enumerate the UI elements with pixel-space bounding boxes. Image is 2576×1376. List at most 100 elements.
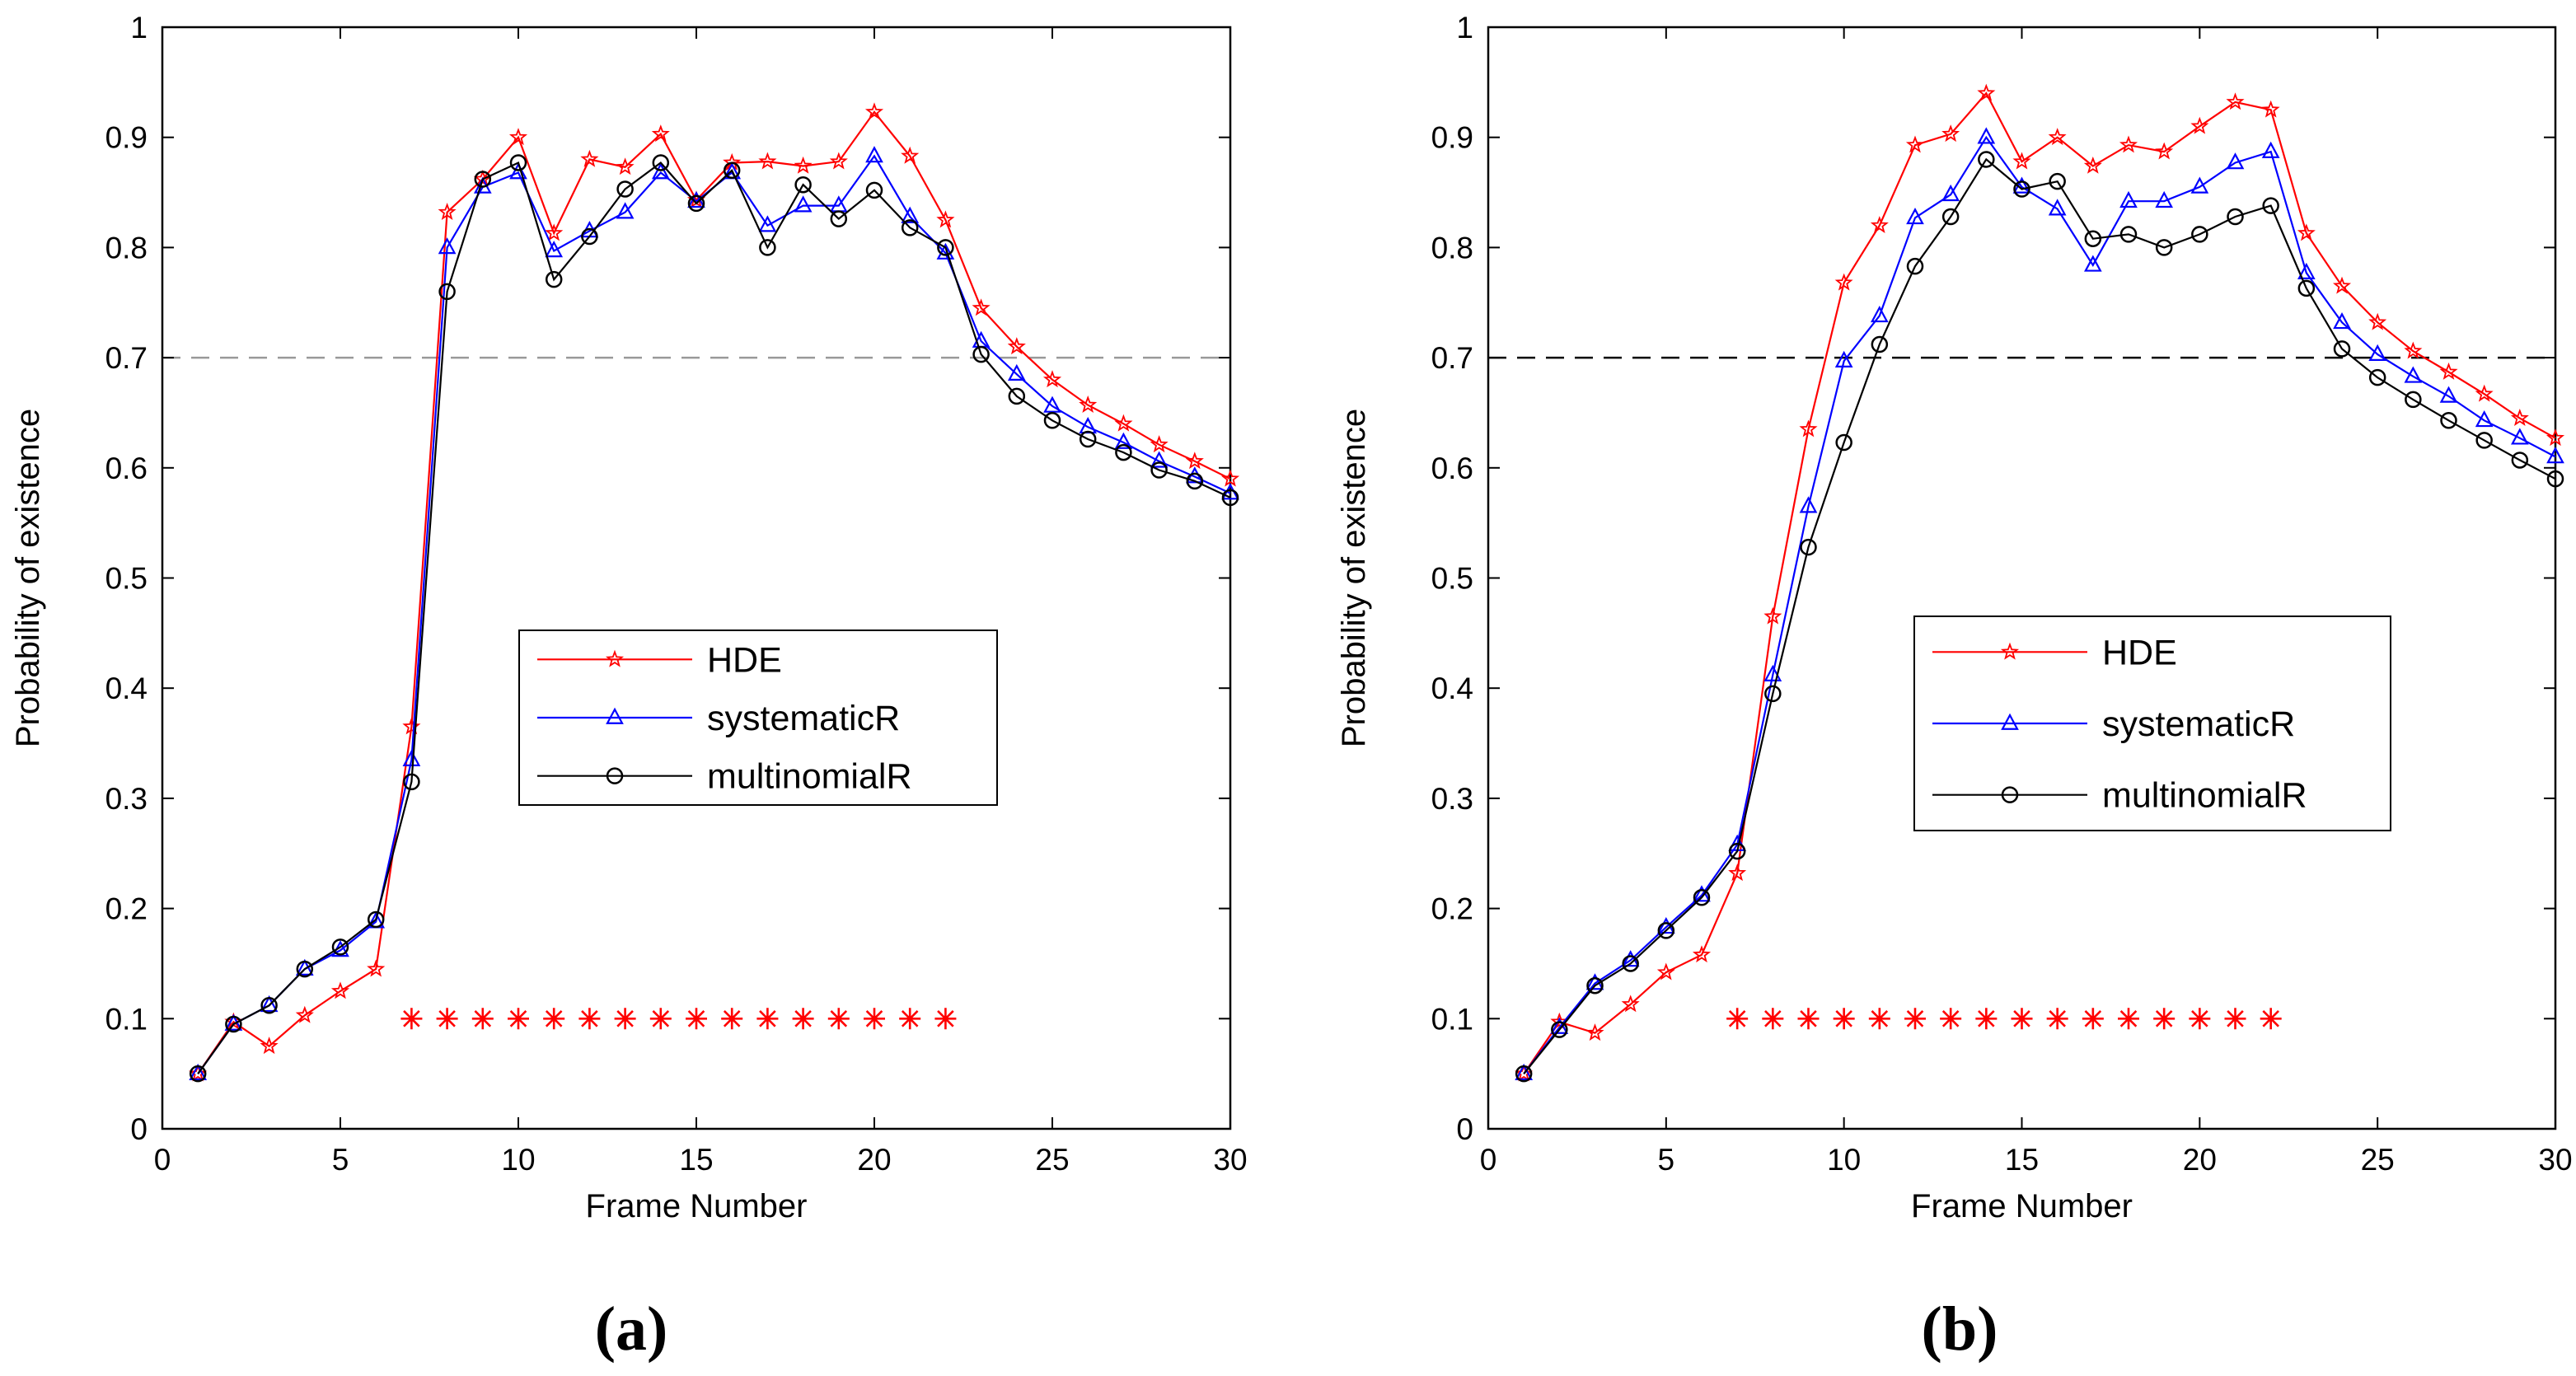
legend-marker-HDE: [2000, 642, 2020, 660]
data-point-systematicR: [865, 146, 883, 163]
detection-marker: [1726, 1008, 1749, 1030]
detection-marker: [827, 1008, 850, 1030]
detection-marker: [1833, 1008, 1855, 1030]
data-point-HDE: [758, 152, 777, 170]
data-point-systematicR: [1763, 664, 1782, 682]
detection-markers: [1726, 1008, 2282, 1030]
data-point-systematicR: [2119, 190, 2138, 208]
data-point-HDE: [1185, 452, 1204, 470]
data-point-HDE: [1656, 962, 1675, 981]
detection-marker: [686, 1008, 707, 1030]
data-point-systematicR: [758, 215, 777, 232]
legend: HDE systematicR multinomialR: [1913, 615, 2391, 831]
legend-label-multinomialR: multinomialR: [707, 757, 912, 797]
data-point-HDE: [2261, 100, 2280, 118]
series-line-HDE: [1523, 91, 2556, 1074]
data-point-systematicR: [2226, 152, 2245, 170]
data-point-systematicR: [1150, 451, 1169, 468]
data-point-HDE: [2155, 142, 2174, 160]
detection-markers: [400, 1008, 957, 1030]
detection-marker: [721, 1008, 743, 1030]
data-point-multinomialR: [2511, 452, 2529, 469]
data-point-systematicR: [1834, 350, 1853, 367]
legend-label-systematicR: systematicR: [707, 699, 900, 738]
data-point-multinomialR: [1008, 387, 1026, 405]
detection-marker: [1904, 1008, 1926, 1030]
y-tick-label: 0.5: [105, 562, 148, 596]
detection-marker: [864, 1008, 885, 1030]
data-point-HDE: [1220, 469, 1240, 487]
data-point-multinomialR: [474, 171, 492, 188]
data-point-multinomialR: [687, 194, 705, 213]
data-point-multinomialR: [1186, 472, 1204, 490]
detection-marker: [1975, 1008, 1998, 1030]
data-point-HDE: [189, 1064, 208, 1082]
y-tick-label: 0.6: [105, 452, 148, 485]
data-point-HDE: [1834, 273, 1853, 291]
data-point-multinomialR: [2405, 391, 2422, 409]
data-point-HDE: [1763, 606, 1782, 625]
data-point-systematicR: [1585, 973, 1604, 990]
detection-marker: [1940, 1008, 1962, 1030]
data-point-multinomialR: [830, 210, 848, 227]
data-point-systematicR: [2083, 255, 2102, 272]
data-point-systematicR: [2475, 410, 2494, 428]
detection-marker: [2153, 1008, 2176, 1030]
data-point-multinomialR: [2440, 412, 2457, 429]
data-point-HDE: [1114, 414, 1133, 432]
data-point-systematicR: [2404, 366, 2423, 383]
data-point-systematicR: [2439, 386, 2458, 403]
detection-marker: [756, 1008, 779, 1030]
x-tick-label: 5: [332, 1143, 349, 1177]
detection-marker: [436, 1008, 458, 1030]
y-tick-label: 0.1: [105, 1002, 148, 1036]
data-point-multinomialR: [2155, 239, 2173, 256]
x-axis-label: Frame Number: [586, 1188, 808, 1224]
x-tick-label: 0: [1480, 1143, 1497, 1177]
data-point-multinomialR: [1221, 489, 1239, 507]
data-point-multinomialR: [1764, 685, 1782, 703]
data-point-multinomialR: [1079, 430, 1097, 448]
data-point-multinomialR: [2013, 180, 2030, 198]
data-point-HDE: [1079, 395, 1098, 413]
data-point-HDE: [616, 157, 635, 176]
data-point-HDE: [2012, 152, 2031, 170]
series-multinomialR: [1515, 151, 2564, 1083]
y-tick-label: 0.1: [1431, 1002, 1473, 1036]
y-tick-label: 0.3: [1431, 782, 1473, 816]
detection-marker: [2118, 1008, 2139, 1030]
data-point-systematicR: [616, 202, 635, 219]
data-point-multinomialR: [545, 270, 563, 288]
x-tick-label: 25: [1035, 1143, 1069, 1177]
data-point-multinomialR: [331, 938, 349, 956]
data-point-multinomialR: [1115, 443, 1132, 461]
data-point-HDE: [1728, 864, 1747, 882]
data-point-systematicR: [1941, 184, 1960, 202]
data-point-systematicR: [2333, 311, 2351, 330]
panel-label: (a): [595, 1294, 668, 1364]
x-tick-label: 30: [1213, 1143, 1247, 1177]
data-point-multinomialR: [1941, 208, 1960, 226]
data-point-systematicR: [2155, 190, 2174, 208]
data-point-systematicR: [1114, 432, 1133, 449]
y-tick-label: 0.7: [1431, 341, 1473, 375]
data-point-multinomialR: [1622, 955, 1639, 972]
x-tick-label: 10: [1827, 1143, 1861, 1177]
series-HDE: [1515, 83, 2565, 1082]
detection-marker: [2260, 1008, 2282, 1030]
y-tick-label: 0.9: [1431, 121, 1473, 155]
data-point-multinomialR: [1978, 151, 1995, 168]
detection-marker: [1868, 1008, 1890, 1030]
data-point-systematicR: [1515, 1063, 1534, 1081]
data-point-multinomialR: [652, 154, 670, 171]
detection-marker: [934, 1008, 957, 1030]
data-point-HDE: [972, 298, 991, 316]
data-point-HDE: [402, 717, 421, 735]
y-tick-label: 0: [130, 1112, 148, 1146]
data-point-HDE: [367, 959, 386, 977]
series-HDE: [189, 102, 1240, 1082]
data-point-HDE: [1007, 337, 1026, 355]
x-tick-label: 20: [857, 1143, 891, 1177]
y-tick-label: 0.8: [1431, 231, 1473, 264]
detection-marker: [1762, 1008, 1784, 1030]
